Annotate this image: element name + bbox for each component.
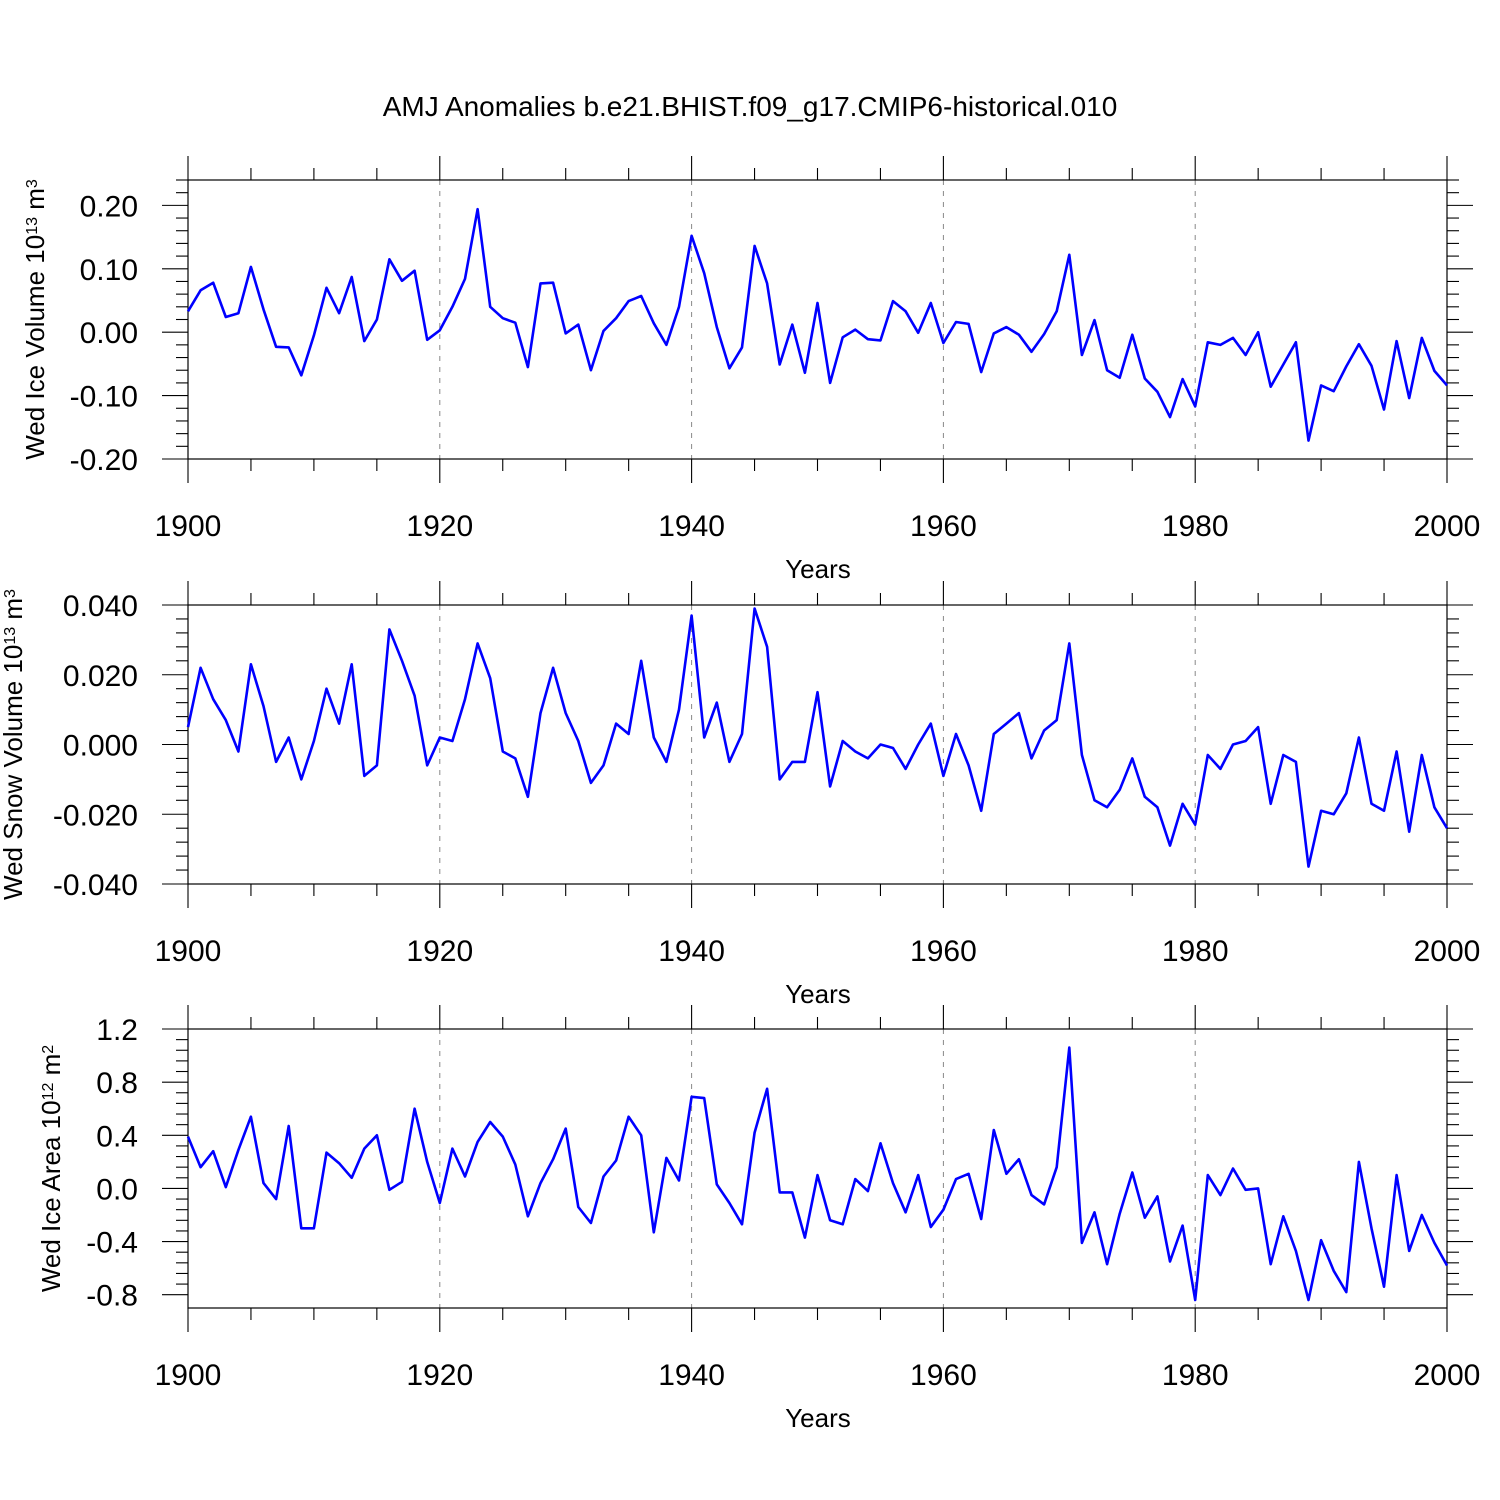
y-axis-label-superscript: 12 xyxy=(40,1083,57,1101)
x-axis-label: Years xyxy=(785,1403,851,1433)
y-tick-label: -0.4 xyxy=(86,1227,138,1260)
y-tick-label: 1.2 xyxy=(96,1014,138,1047)
panel-2: 0.040 0.020 0.000 -0.020 -0.040 1900 1920 1940 1… xyxy=(0,581,1480,1009)
y-tick-label: 0.020 xyxy=(63,660,138,693)
y-axis-label-superscript: 13 xyxy=(2,627,19,645)
y-tick-label: 0.20 xyxy=(80,190,138,223)
panel-1: 0.20 0.10 0.00 -0.10 -0.20 1900 1920 1940 1960 19… xyxy=(20,156,1480,584)
x-tick-label: 2000 xyxy=(1414,1359,1481,1392)
x-tick-label: 1980 xyxy=(1162,510,1229,543)
y-tick-label: -0.10 xyxy=(70,381,138,414)
x-tick-label: 1920 xyxy=(406,935,473,968)
x-tick-label: 2000 xyxy=(1414,935,1481,968)
x-tick-label: 1900 xyxy=(155,935,222,968)
x-tick-label: 1920 xyxy=(406,1359,473,1392)
y-axis-label-part: m xyxy=(20,188,50,217)
data-points xyxy=(187,208,1448,442)
y-tick-label: 0.4 xyxy=(96,1120,138,1153)
y-tick-label: -0.20 xyxy=(70,444,138,477)
x-tick-label: 1980 xyxy=(1162,1359,1229,1392)
y-axis-label-superscript: 13 xyxy=(24,217,41,235)
x-tick-label: 1960 xyxy=(910,1359,977,1392)
y-tick-label: 0.00 xyxy=(80,317,138,350)
x-tick-label: 1900 xyxy=(155,1359,222,1392)
y-axis-label-superscript: 3 xyxy=(24,179,41,188)
y-axis-label: Wed Ice Area 1012 m2 xyxy=(36,1045,66,1292)
y-axis-label-superscript: 2 xyxy=(40,1045,57,1054)
plot-frame xyxy=(187,604,1448,885)
y-axis-label-part: m xyxy=(0,598,28,627)
x-tick-label: 1960 xyxy=(910,510,977,543)
y-axis-label-part: Wed Ice Area 10 xyxy=(36,1100,66,1292)
y-tick-label: 0.8 xyxy=(96,1067,138,1100)
y-axis-label: Wed Ice Volume 1013 m3 xyxy=(20,179,50,460)
x-tick-label: 1920 xyxy=(406,510,473,543)
y-tick-label: 0.000 xyxy=(63,730,138,763)
x-axis-label: Years xyxy=(785,554,851,584)
x-tick-label: 1940 xyxy=(658,1359,725,1392)
x-tick-label: 1940 xyxy=(658,935,725,968)
x-tick-label: 1940 xyxy=(658,510,725,543)
y-axis-label-part: Wed Snow Volume 10 xyxy=(0,645,28,900)
y-tick-label: 0.0 xyxy=(96,1173,138,1206)
panel-3: 1.2 0.8 0.4 0.0 -0.4 -0.8 1900 1920 1940 1960 1980… xyxy=(36,1005,1480,1433)
series-line xyxy=(186,207,1448,442)
plot-frame xyxy=(187,1028,1448,1309)
series-line xyxy=(186,1046,1449,1302)
x-tick-label: 2000 xyxy=(1414,510,1481,543)
y-axis-label-part: m xyxy=(36,1054,66,1083)
x-tick-label: 1960 xyxy=(910,935,977,968)
x-tick-label: 1980 xyxy=(1162,935,1229,968)
y-tick-label: -0.8 xyxy=(86,1280,138,1313)
y-tick-label: -0.040 xyxy=(53,869,138,902)
y-tick-label: 0.040 xyxy=(63,590,138,623)
y-tick-label: -0.020 xyxy=(53,799,138,832)
series-line xyxy=(186,607,1449,868)
y-axis-label: Wed Snow Volume 1013 m3 xyxy=(0,589,28,900)
x-tick-label: 1900 xyxy=(155,510,222,543)
chart-title: AMJ Anomalies b.e21.BHIST.f09_g17.CMIP6-… xyxy=(383,91,1118,122)
panels-group: 0.20 0.10 0.00 -0.10 -0.20 1900 1920 1940 1960 19… xyxy=(0,156,1480,1433)
x-axis-label: Years xyxy=(785,979,851,1009)
y-axis-label-part: Wed Ice Volume 10 xyxy=(20,235,50,460)
y-tick-label: 0.10 xyxy=(80,254,138,287)
y-axis-label-superscript: 3 xyxy=(2,589,19,598)
